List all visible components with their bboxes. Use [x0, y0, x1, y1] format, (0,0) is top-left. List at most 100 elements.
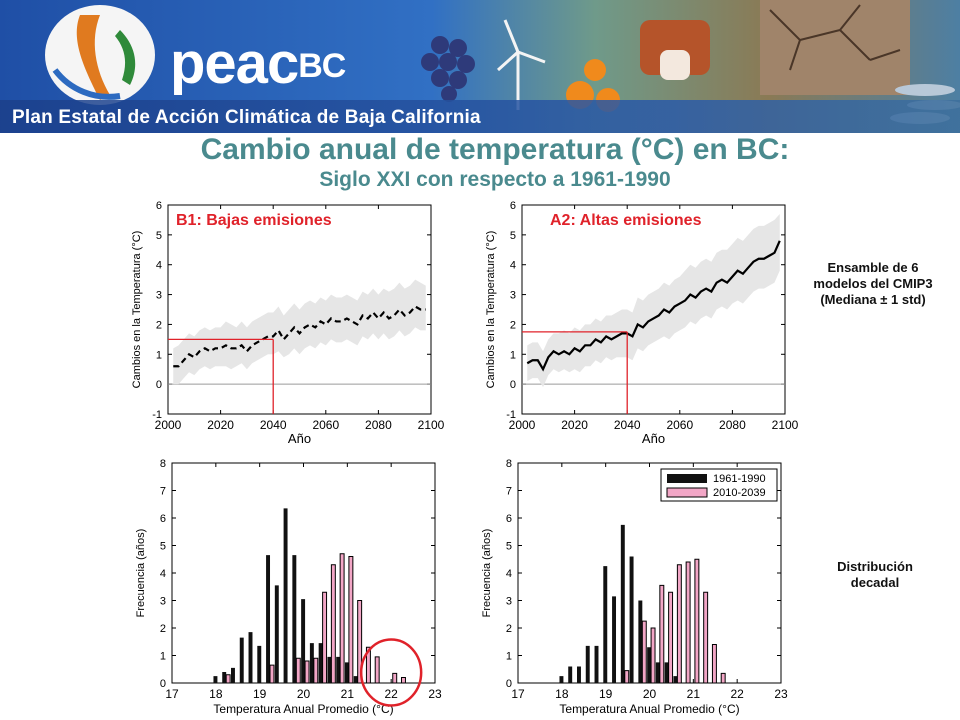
bar-1961-1990 [239, 637, 244, 683]
legend: 1961-1990 2010-2039 [660, 468, 778, 502]
bar-1961-1990 [673, 676, 678, 683]
x-tick-label: 18 [555, 687, 569, 701]
y-tick-label: 4 [510, 260, 516, 272]
bar-1961-1990 [327, 656, 332, 683]
page-title: Cambio anual de temperatura (°C) en BC: [200, 133, 790, 166]
x-tick-label: 2000 [155, 418, 182, 432]
panel-title: B1: Bajas emisiones [176, 212, 332, 229]
bar-2010-2039 [392, 672, 398, 684]
x-tick-label: 2020 [207, 418, 234, 432]
bar-2010-2039 [703, 591, 709, 684]
x-tick-label: 17 [511, 687, 525, 701]
bar-1961-1990 [266, 555, 271, 683]
y-tick-label: -1 [152, 409, 162, 421]
bar-1961-1990 [559, 676, 564, 683]
ensemble-note: Ensamble de 6 modelos del CMIP3 (Mediana… [813, 260, 933, 307]
bar-2010-2039 [711, 644, 717, 684]
bar-2010-2039 [225, 674, 231, 684]
x-tick-label: 22 [730, 687, 744, 701]
bar-2010-2039 [401, 677, 406, 684]
bar-2010-2039 [720, 672, 726, 684]
x-tick-label: 21 [341, 687, 355, 701]
bar-1961-1990 [594, 645, 599, 683]
x-tick-label: 2080 [719, 418, 746, 432]
bar-1961-1990 [336, 656, 341, 683]
bar-1961-1990 [576, 666, 581, 683]
y-axis-label: Cambios en la Temperatura (°C) [131, 231, 143, 389]
bar-2010-2039 [348, 556, 354, 684]
bar-2010-2039 [295, 657, 301, 684]
bar-2010-2039 [624, 670, 630, 684]
y-tick-label: 1 [510, 349, 516, 361]
x-tick-label: 23 [428, 687, 442, 701]
y-tick-label: 4 [160, 568, 166, 580]
bar-2010-2039 [330, 564, 336, 684]
highlight-circle [359, 638, 423, 707]
y-tick-label: 1 [160, 651, 166, 663]
bar-1961-1990 [257, 645, 262, 683]
header-banner: peacBC Plan Estatal de Acción Climática … [0, 0, 960, 133]
logo-emblem [45, 5, 155, 105]
bar-1961-1990 [638, 600, 643, 683]
bar-2010-2039 [659, 584, 665, 684]
bar-2010-2039 [322, 591, 328, 684]
x-tick-label: 2040 [614, 418, 641, 432]
bar-1961-1990 [230, 667, 235, 683]
y-tick-label: 7 [160, 486, 166, 498]
grapes-image [421, 36, 475, 102]
x-tick-label: 17 [165, 687, 179, 701]
wind-turbine-image [496, 19, 546, 110]
y-tick-label: 5 [510, 230, 516, 242]
x-tick-label: 22 [384, 687, 398, 701]
bar-2010-2039 [676, 564, 682, 684]
y-tick-label: 6 [506, 513, 512, 525]
x-tick-label: 2080 [365, 418, 392, 432]
logo-text: peacBC [170, 31, 346, 96]
y-tick-label: 6 [510, 200, 516, 212]
median-line [526, 240, 781, 372]
x-axis-label: Año [642, 431, 665, 446]
bar-1961-1990 [664, 662, 669, 683]
y-tick-label: 5 [160, 541, 166, 553]
x-tick-label: 2020 [561, 418, 588, 432]
legend-swatch-2010-2039 [666, 487, 708, 498]
bar-2010-2039 [694, 558, 700, 684]
y-tick-label: 1 [156, 349, 162, 361]
y-tick-label: 6 [156, 200, 162, 212]
y-tick-label: 2 [510, 319, 516, 331]
bar-1961-1990 [301, 599, 306, 683]
bar-1961-1990 [629, 556, 634, 683]
y-tick-label: 0 [506, 678, 512, 690]
y-tick-label: 0 [510, 379, 516, 391]
bar-2010-2039 [339, 553, 345, 684]
page-subtitle: Siglo XXI con respecto a 1961-1990 [319, 168, 671, 191]
x-tick-label: 2000 [509, 418, 536, 432]
y-tick-label: 4 [156, 260, 162, 272]
y-axis-label: Cambios en la Temperatura (°C) [485, 231, 497, 389]
legend-label: 2010-2039 [713, 487, 766, 499]
bar-1961-1990 [283, 508, 288, 683]
bar-1961-1990 [647, 647, 652, 683]
median-line [173, 305, 426, 368]
bar-1961-1990 [309, 643, 314, 683]
y-tick-label: 2 [156, 319, 162, 331]
banner-background [0, 0, 960, 133]
y-tick-label: 3 [510, 290, 516, 302]
x-tick-label: 20 [643, 687, 657, 701]
x-tick-label: 2100 [418, 418, 445, 432]
y-tick-label: 5 [156, 230, 162, 242]
y-tick-label: -1 [506, 409, 516, 421]
bar-2010-2039 [269, 664, 275, 684]
y-tick-label: 7 [506, 486, 512, 498]
y-tick-label: 5 [506, 541, 512, 553]
bar-1961-1990 [248, 632, 253, 683]
x-tick-label: 20 [297, 687, 311, 701]
y-tick-label: 2 [506, 623, 512, 635]
bar-1961-1990 [274, 585, 279, 683]
y-axis-label: Frecuencia (años) [135, 529, 147, 618]
bar-2010-2039 [668, 591, 674, 684]
x-tick-label: 23 [774, 687, 788, 701]
bar-2010-2039 [374, 656, 380, 684]
